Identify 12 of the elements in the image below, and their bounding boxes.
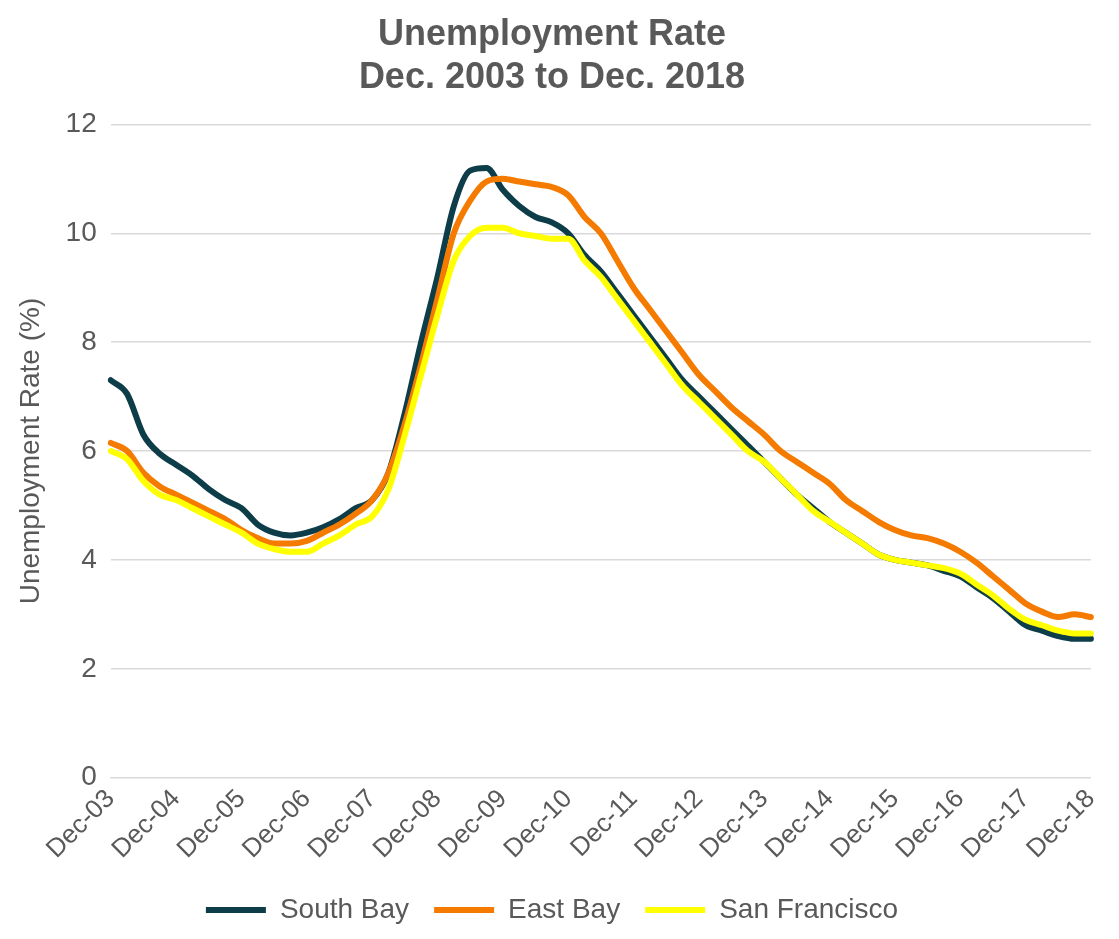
y-tick-label: 12 — [65, 107, 97, 139]
legend-label: San Francisco — [719, 892, 899, 924]
y-tick-label: 10 — [65, 216, 97, 247]
y-tick-label: 2 — [81, 651, 97, 683]
y-tick-label: 8 — [81, 324, 97, 356]
y-tick-label: 0 — [81, 760, 97, 792]
y-tick-label: 4 — [81, 542, 97, 574]
chart-title: Unemployment Rate Dec. 2003 to Dec. 2018 — [358, 11, 746, 96]
y-tick-label: 6 — [81, 433, 97, 465]
legend-label: South Bay — [279, 892, 410, 924]
legend-label: East Bay — [508, 892, 621, 924]
y-axis-title: Unemployment Rate (%) — [13, 297, 45, 605]
